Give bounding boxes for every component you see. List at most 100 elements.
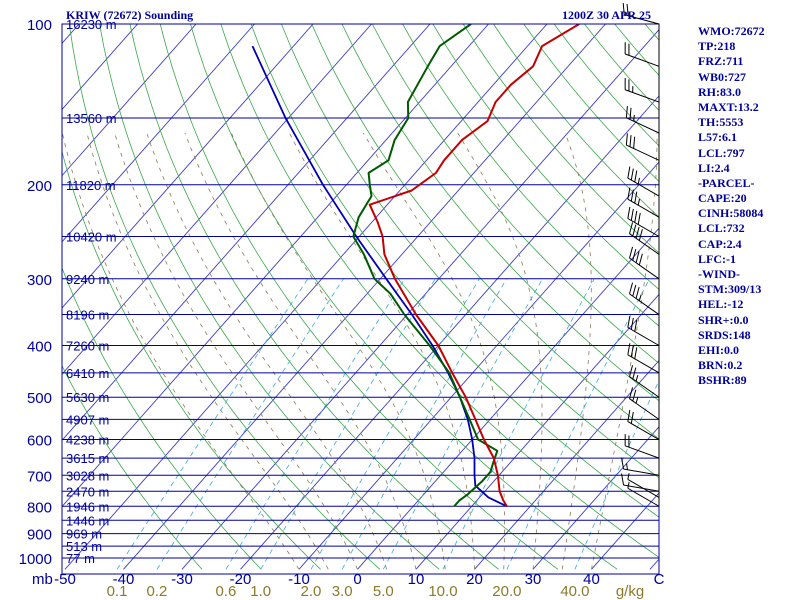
moist-adiabat-line xyxy=(591,132,658,570)
wind-barb-half-flag xyxy=(635,374,639,382)
wind-barb xyxy=(621,473,660,492)
mixing-ratio-line xyxy=(382,278,543,570)
wind-barb xyxy=(627,187,660,218)
wind-barb-flag xyxy=(625,133,628,146)
dewpoint-line xyxy=(352,24,499,507)
wind-barb-flag xyxy=(632,248,637,261)
dry-adiabat-line xyxy=(462,24,659,254)
wind-barb-half-flag xyxy=(637,198,640,206)
wind-barb xyxy=(627,409,660,440)
temperature-tick-label: 10 xyxy=(408,571,425,588)
dry-adiabat-line xyxy=(311,24,659,440)
wind-barb-staff xyxy=(629,257,660,280)
wind-barb-flag xyxy=(634,210,638,223)
isotherm-line xyxy=(62,24,431,442)
mixing-ratio-label: 0.6 xyxy=(215,583,236,600)
wind-barb-flag xyxy=(625,106,628,118)
index-item: CAPE:20 xyxy=(698,191,747,206)
wind-barb xyxy=(627,473,660,498)
temperature-line xyxy=(368,24,580,507)
wind-barb-flag xyxy=(630,208,634,221)
wind-barb-staff xyxy=(629,398,660,420)
height-tick-label: 3615 m xyxy=(66,451,109,466)
wind-barb-staff xyxy=(627,177,660,197)
wind-barb-flag xyxy=(629,282,634,295)
wind-barb xyxy=(625,106,660,134)
wind-barb-half-flag xyxy=(627,473,630,480)
wind-barb-staff xyxy=(626,144,660,161)
height-tick-label: 1946 m xyxy=(66,499,109,514)
dry-adiabat-line xyxy=(220,24,659,558)
index-item: -WIND- xyxy=(698,267,740,281)
wind-barb-flag xyxy=(634,170,638,183)
station-title: KRIW (72672) Sounding xyxy=(66,8,194,22)
isotherm-line xyxy=(64,24,548,570)
index-item: LCL:797 xyxy=(698,145,745,160)
dry-adiabat-line xyxy=(62,150,321,570)
isotherm-line xyxy=(62,24,372,375)
height-tick-label: 6410 m xyxy=(66,366,109,381)
temperature-tick-label: -50 xyxy=(54,571,76,588)
height-tick-label: 969 m xyxy=(66,527,102,542)
wind-barb-staff xyxy=(623,484,660,492)
wind-barb-flag xyxy=(635,251,640,263)
pressure-tick-label: 600 xyxy=(27,433,52,450)
moist-adiabat-line xyxy=(146,132,388,570)
isotherm-line xyxy=(62,24,197,177)
wind-barb-staff xyxy=(629,233,660,255)
wind-barb-staff xyxy=(629,293,660,315)
dry-adiabat-line xyxy=(62,364,203,570)
height-tick-label: 4238 m xyxy=(66,433,109,448)
wind-barb-flag xyxy=(635,287,640,299)
wind-barb-staff xyxy=(627,354,660,374)
wind-barb-flag xyxy=(630,411,634,424)
wind-barb-flag xyxy=(630,168,634,181)
pressure-unit-label: mb xyxy=(32,571,53,588)
mixing-ratio-line xyxy=(574,379,659,570)
dry-adiabat-line xyxy=(190,24,618,570)
isotherm-line xyxy=(62,24,255,243)
dry-adiabat-line xyxy=(99,24,440,570)
wind-barb xyxy=(629,282,660,315)
wind-barb-flag xyxy=(627,166,631,179)
wind-barb xyxy=(627,343,660,374)
index-item: WB0:727 xyxy=(698,69,746,84)
wind-barb-flag xyxy=(622,2,625,15)
height-tick-label: 1446 m xyxy=(66,513,109,528)
wind-barb-staff xyxy=(627,327,660,346)
temperature-tick-label: -20 xyxy=(230,571,252,588)
index-item: FRZ:711 xyxy=(698,54,744,69)
pressure-tick-label: 100 xyxy=(27,17,52,34)
wind-barb-staff xyxy=(625,53,660,67)
wind-barb-half-flag xyxy=(626,463,628,470)
moist-adiabat-line xyxy=(362,132,505,570)
isotherm-line xyxy=(0,24,21,569)
mixing-ratio-line xyxy=(442,278,595,570)
mixing-ratio-label: 5.0 xyxy=(373,583,394,600)
wind-barb xyxy=(629,222,660,255)
mixing-ratio-line xyxy=(260,278,436,570)
wind-barb-flag xyxy=(632,367,637,380)
grid-layer xyxy=(0,24,659,570)
dry-adiabat-line xyxy=(68,24,381,570)
wind-barb-staff xyxy=(627,198,660,218)
isotherm-line xyxy=(415,293,659,570)
wind-barb-staff xyxy=(627,421,660,440)
moist-adiabat-line xyxy=(86,132,329,570)
pressure-tick-label: 200 xyxy=(27,178,52,195)
height-tick-label: 5630 m xyxy=(66,390,109,405)
wind-barb-half-flag xyxy=(635,397,639,404)
index-item: STM:309/13 xyxy=(698,282,762,297)
temperature-tick-label: 20 xyxy=(466,571,483,588)
index-item: MAXT:13.2 xyxy=(698,99,759,114)
wind-barb-staff xyxy=(625,445,660,459)
wind-barb xyxy=(621,457,660,476)
temperature-tick-label: -10 xyxy=(288,571,310,588)
wind-barb-flag xyxy=(629,135,632,147)
height-tick-label: 16230 m xyxy=(66,17,117,32)
isotherm-line xyxy=(474,359,659,570)
pressure-tick-label: 900 xyxy=(27,527,52,544)
wind-barb-flag xyxy=(635,226,640,239)
wind-barb-flag xyxy=(630,317,634,330)
index-item: HEL:-12 xyxy=(698,297,744,312)
